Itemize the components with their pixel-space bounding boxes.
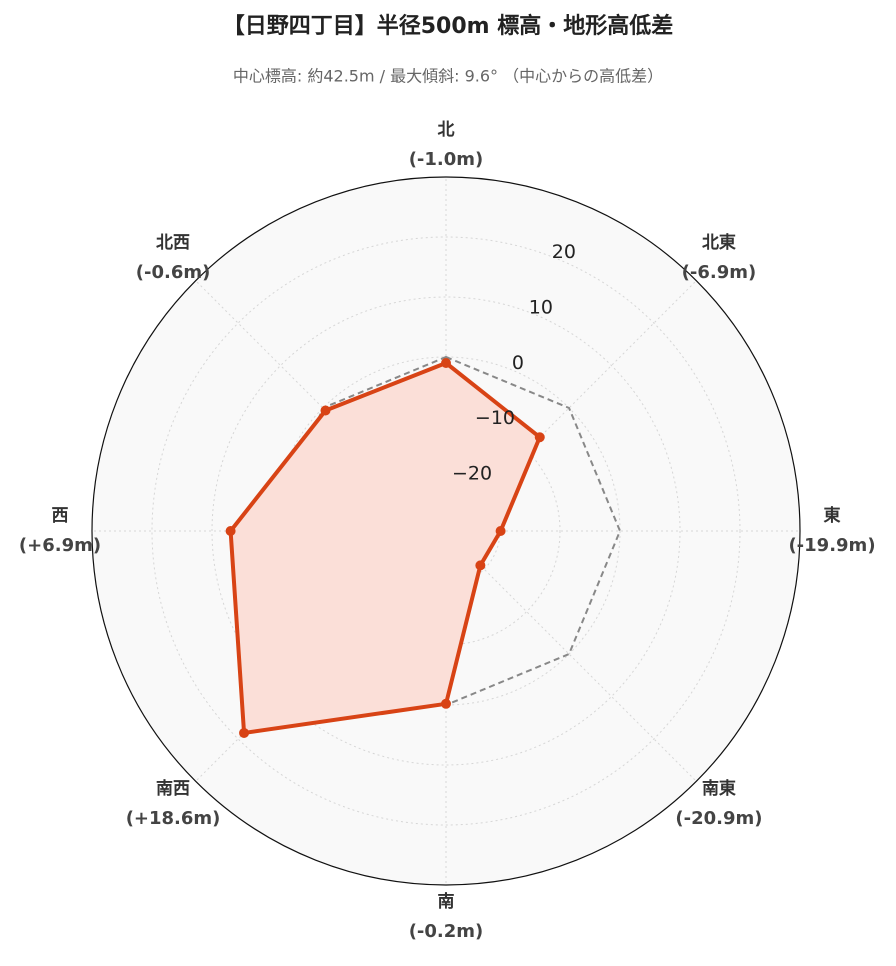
grid-circle [151, 236, 741, 826]
value-label: (-0.6m) [136, 262, 211, 283]
spoke [445, 530, 697, 782]
value-label: (-19.9m) [788, 535, 875, 556]
data-point [239, 727, 250, 738]
chart-subtitle: 中心標高: 約42.5m / 最大傾斜: 9.6° （中心からの高低差） [233, 67, 663, 86]
value-label: (+6.9m) [19, 535, 101, 556]
plot-border [91, 176, 801, 886]
grid-circle [211, 296, 681, 766]
category-label: 南西 [156, 778, 190, 799]
spoke [445, 280, 697, 532]
r-tick-label: 0 [512, 352, 524, 374]
category-label: 南東 [702, 778, 736, 799]
category-label: 北 [438, 120, 455, 140]
value-label: (-6.9m) [682, 262, 757, 283]
data-point [495, 526, 506, 536]
value-label: (-20.9m) [675, 808, 762, 829]
data-point [441, 698, 451, 709]
data-point [320, 405, 331, 416]
category-label: 西 [52, 506, 69, 526]
data-point [534, 432, 545, 443]
value-label: (+18.6m) [126, 808, 221, 829]
data-point [225, 526, 236, 536]
category-label: 東 [824, 505, 841, 526]
r-tick-label: −20 [452, 463, 492, 485]
data-point [441, 358, 451, 368]
chart-title: 【日野四丁目】半径500m 標高・地形高低差 [223, 13, 674, 39]
spoke [195, 280, 447, 532]
r-tick-label: 20 [552, 241, 576, 263]
category-label: 北東 [702, 232, 736, 253]
category-label: 北西 [156, 233, 190, 253]
category-label: 南 [438, 891, 455, 912]
value-label: (-0.2m) [409, 921, 484, 942]
value-label: (-1.0m) [409, 149, 484, 170]
r-tick-label: −10 [475, 407, 515, 429]
r-tick-label: 10 [529, 296, 553, 318]
data-point [475, 560, 486, 571]
